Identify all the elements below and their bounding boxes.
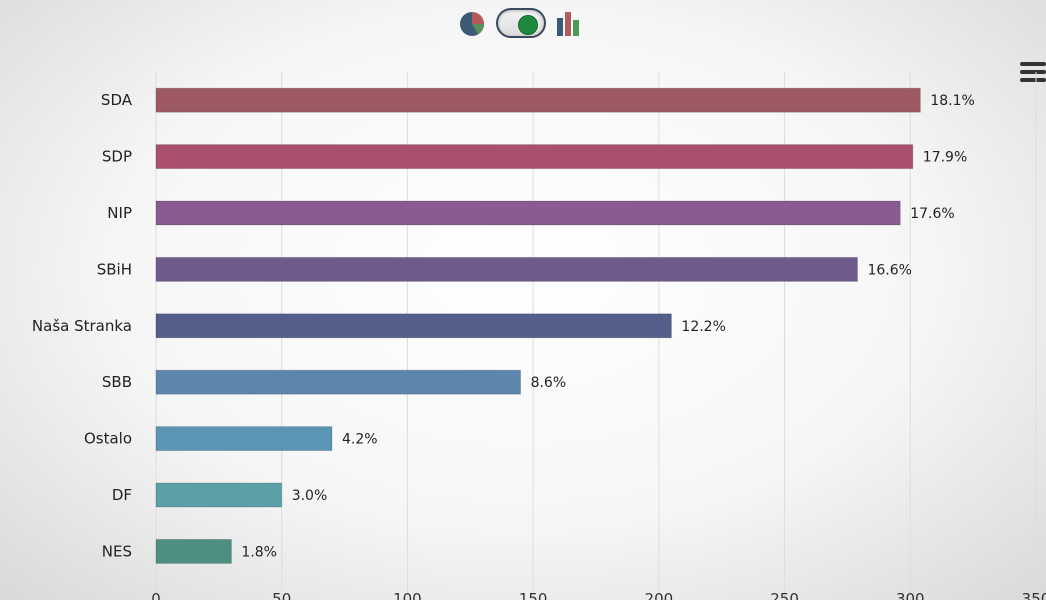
pie-chart-icon[interactable] (456, 6, 490, 40)
bar-chart-icon[interactable] (552, 6, 586, 40)
category-label: SDP (102, 148, 132, 166)
toggle-knob (518, 15, 538, 35)
bar[interactable] (155, 200, 901, 226)
x-tick-label: 0 (151, 590, 161, 600)
x-tick-label: 250 (770, 590, 799, 600)
data-label: 1.8% (241, 544, 277, 560)
data-label: 12.2% (681, 319, 725, 335)
category-label: NIP (107, 204, 132, 222)
bar[interactable] (155, 482, 283, 508)
bar[interactable] (155, 313, 672, 339)
x-tick-label: 200 (645, 590, 674, 600)
category-label: SBiH (97, 260, 132, 278)
category-label: NES (102, 542, 132, 560)
category-label: SDA (101, 91, 133, 109)
x-tick-label: 50 (272, 590, 291, 600)
category-label: Naša Stranka (32, 317, 132, 335)
data-label: 4.2% (342, 432, 378, 448)
x-tick-label: 150 (519, 590, 548, 600)
category-label: Ostalo (84, 430, 132, 448)
category-label: SBB (102, 373, 132, 391)
bar[interactable] (155, 87, 921, 113)
data-label: 16.6% (867, 262, 911, 278)
category-label: DF (112, 486, 132, 504)
bar[interactable] (155, 256, 858, 282)
data-label: 17.9% (923, 150, 967, 166)
bar[interactable] (155, 426, 333, 452)
data-label: 3.0% (292, 488, 328, 504)
hamburger-menu-icon[interactable] (1020, 62, 1046, 84)
data-label: 17.6% (910, 206, 954, 222)
x-tick-label: 300 (896, 590, 925, 600)
chart-type-toolbar (456, 4, 606, 42)
bar[interactable] (155, 144, 914, 170)
bar[interactable] (155, 538, 232, 564)
x-tick-label: 350 (1022, 590, 1046, 600)
bar[interactable] (155, 369, 522, 395)
toggle-switch-icon[interactable] (496, 8, 546, 38)
x-tick-label: 100 (393, 590, 422, 600)
data-label: 18.1% (930, 93, 974, 109)
data-label: 8.6% (531, 375, 567, 391)
